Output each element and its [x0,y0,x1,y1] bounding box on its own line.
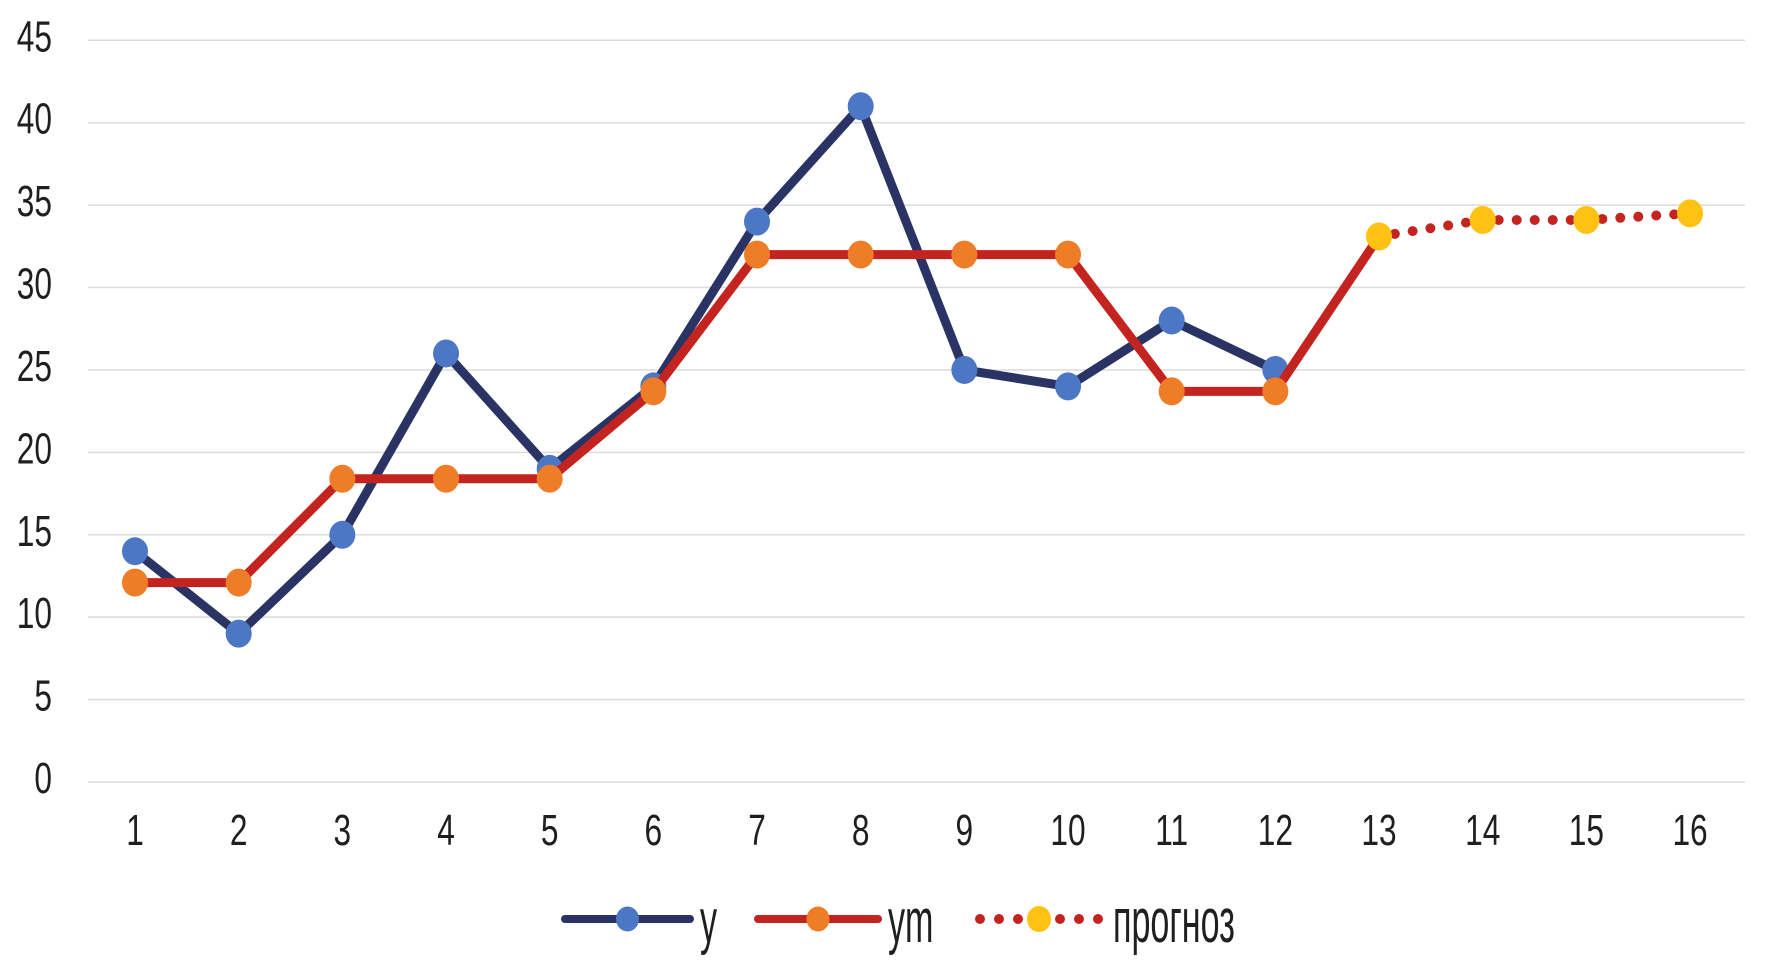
forecast-dot [1460,217,1471,228]
forecast-dot [1389,228,1400,239]
point-ym-9 [951,240,978,269]
y-tick-label: 10 [17,589,52,638]
x-tick-label: 3 [334,806,352,855]
y-tick-label: 30 [17,260,52,309]
point-ym-6 [640,377,667,406]
legend-label-ym: ym [888,886,933,955]
point-y-11 [1158,306,1185,335]
gridlines [88,39,1745,783]
x-tick-label: 13 [1361,806,1396,855]
point-y-8 [847,92,874,121]
forecast-dot [1443,220,1454,231]
point-y-9 [951,355,978,384]
point-ym-8 [847,240,874,269]
point-прогноз-14 [1469,205,1496,234]
legend-dot [1093,914,1103,924]
point-ym-2 [225,568,252,597]
x-tick-label: 10 [1050,806,1085,855]
y-tick-label: 45 [17,12,52,61]
legend-item-ym: ym [754,886,933,956]
x-tick-label: 14 [1465,806,1500,855]
y-axis-tick-labels: 0 5 10 15 20 25 30 35 40 45 [17,12,52,803]
x-tick-label: 6 [645,806,663,855]
legend-item-y: y [561,886,717,956]
point-прогноз-16 [1677,199,1704,228]
point-ym-12 [1262,377,1289,406]
legend-label-y: y [700,886,717,955]
legend-marker [806,906,830,932]
forecast-dot [1651,210,1662,221]
point-ym-1 [122,568,148,597]
point-ym-3 [329,464,356,493]
legend-dot [975,914,985,924]
x-tick-label: 9 [956,806,974,855]
forecast-dot [1547,214,1558,225]
point-y-10 [1055,372,1082,401]
series-прогноз [1366,199,1704,251]
point-ym-11 [1158,377,1185,406]
y-tick-label: 40 [17,95,52,144]
point-y-4 [433,339,460,368]
x-tick-label: 4 [437,806,455,855]
x-tick-label: 7 [748,806,766,855]
legend-dot [1055,914,1065,924]
point-ym-7 [744,240,771,269]
x-tick-label: 16 [1672,806,1707,855]
forecast-dot [1615,212,1626,223]
point-прогноз-13 [1366,222,1393,251]
x-tick-label: 11 [1155,806,1188,855]
legend-dot [1013,914,1023,924]
legend-label-прогноз: прогноз [1113,886,1235,955]
x-tick-label: 12 [1258,806,1293,855]
y-tick-label: 20 [17,424,52,473]
series-ym [122,231,1384,597]
point-ym-5 [536,464,563,493]
forecast-dot [1633,211,1644,222]
legend-dot [1074,914,1084,924]
x-axis-tick-labels: 1 2 3 4 5 6 7 8 9 10 11 12 13 14 15 16 [126,806,1707,855]
x-tick-label: 1 [126,806,144,855]
x-tick-label: 2 [230,806,248,855]
x-tick-label: 5 [541,806,559,855]
point-y-2 [225,619,252,648]
y-tick-label: 15 [17,507,52,556]
legend-item-прогноз: прогноз [975,886,1235,956]
forecast-dot [1407,226,1418,237]
y-tick-label: 25 [17,342,52,391]
forecast-dot [1425,223,1436,234]
forecast-dot [1669,209,1680,220]
forecast-dot [1565,214,1576,225]
legend-dot [994,914,1004,924]
point-y-3 [329,520,356,549]
x-tick-label: 8 [852,806,870,855]
point-y-7 [744,207,771,236]
y-tick-label: 0 [34,754,52,803]
forecast-dot [1511,214,1522,225]
y-tick-label: 5 [34,672,52,721]
point-ym-10 [1055,240,1082,269]
legend-marker [1027,906,1051,932]
x-tick-label: 15 [1569,806,1604,855]
y-tick-label: 35 [17,177,52,226]
point-y-1 [122,537,148,566]
forecast-dot [1493,214,1504,225]
legend-marker [616,906,639,932]
forecast-dot [1597,213,1608,224]
legend: y ym прогноз [561,886,1235,956]
forecast-dot [1529,214,1540,225]
point-прогноз-15 [1573,205,1600,234]
point-ym-4 [433,464,460,493]
y-line [130,101,1280,639]
